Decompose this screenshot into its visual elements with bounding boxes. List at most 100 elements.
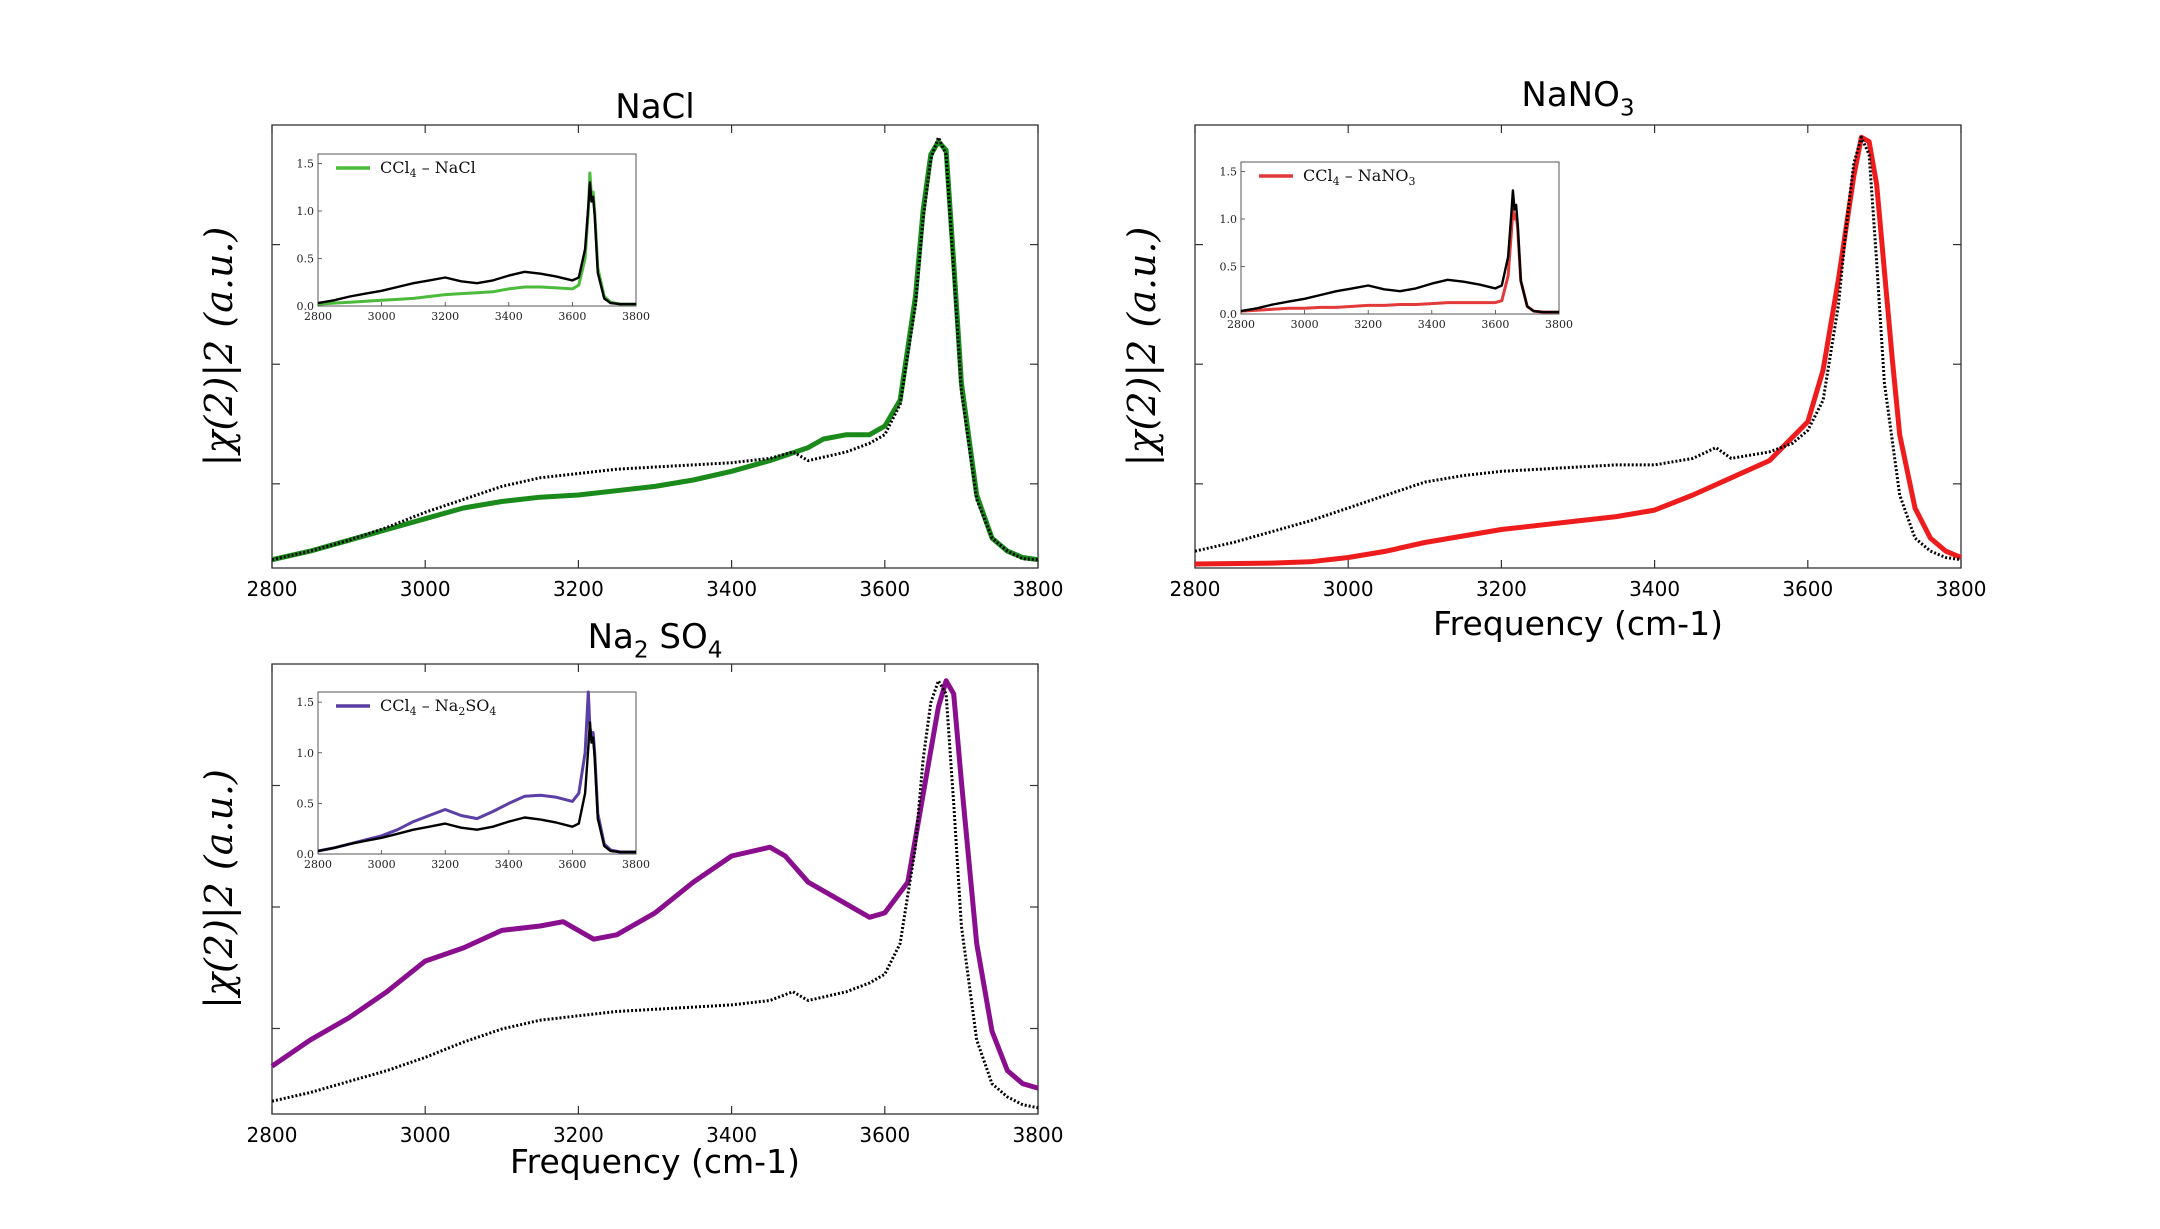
inset-x-tick-label: 3400 bbox=[495, 858, 523, 871]
inset-x-tick-label: 3200 bbox=[1354, 318, 1382, 331]
x-tick-label: 3200 bbox=[553, 577, 604, 601]
x-axis-label: Frequency (cm-1) bbox=[1433, 604, 1723, 643]
inset-y-tick-label: 1.5 bbox=[1220, 166, 1238, 179]
chart-title: NaCl bbox=[615, 87, 694, 127]
inset-x-tick-label: 3200 bbox=[431, 858, 459, 871]
inset-x-tick-label: 3800 bbox=[622, 310, 650, 323]
x-tick-label: 2800 bbox=[247, 1123, 298, 1147]
subscript: 4 bbox=[708, 638, 723, 664]
reference-series-line bbox=[271, 679, 1039, 1110]
x-axis-label: Frequency (cm-1) bbox=[510, 1142, 800, 1181]
text-part: NaNO bbox=[1521, 75, 1619, 115]
x-tick-label: 3000 bbox=[400, 577, 451, 601]
inset-frame bbox=[317, 153, 637, 307]
inset-x-tick-label: 2800 bbox=[304, 310, 332, 323]
x-tick-label: 3400 bbox=[1629, 577, 1680, 601]
inset-x-tick-label: 3000 bbox=[1291, 318, 1319, 331]
x-tick-label: 3200 bbox=[553, 1123, 604, 1147]
inset-y-tick-label: 0.0 bbox=[297, 848, 315, 861]
inset-x-tick-label: 3800 bbox=[1545, 318, 1573, 331]
text-part: – NaCl bbox=[417, 158, 476, 177]
inset-nano3: 2800 3000 3200 3400 3600 3800 0.0 0.5 1.0 1.5 CCl4… bbox=[1220, 148, 1573, 338]
x-tick-label: 3600 bbox=[1782, 577, 1833, 601]
subscript: 2 bbox=[634, 638, 649, 664]
chart-title: NaNO3 bbox=[1521, 75, 1634, 122]
subscript: 3 bbox=[1408, 175, 1415, 188]
inset-x-tick-label: 3400 bbox=[1418, 318, 1446, 331]
chart-title: Na2 SO4 bbox=[588, 617, 723, 664]
y-axis-label: |χ(2)|2 (a.u.) bbox=[1120, 227, 1164, 467]
y-axis-label: |χ(2)|2 (a.u.) bbox=[197, 769, 241, 1009]
text-part: CCl bbox=[380, 158, 410, 177]
inset-y-tick-label: 1.5 bbox=[297, 696, 315, 709]
inset-x-tick-label: 3000 bbox=[368, 858, 396, 871]
inset-y-tick-label: 1.0 bbox=[297, 747, 315, 760]
subscript: 4 bbox=[410, 705, 417, 718]
inset-y-tick-label: 1.0 bbox=[297, 205, 315, 218]
inset-reference-line bbox=[317, 181, 636, 306]
x-tick-label: 3600 bbox=[859, 577, 910, 601]
subscript: 4 bbox=[489, 705, 496, 718]
text-part: SO bbox=[465, 696, 489, 715]
text-part: CCl bbox=[380, 696, 410, 715]
inset-x-tick-label: 3600 bbox=[1481, 318, 1509, 331]
inset-x-tick-label: 3000 bbox=[368, 310, 396, 323]
inset-frame bbox=[1240, 161, 1560, 315]
text-part: CCl bbox=[1303, 166, 1333, 185]
inset-x-tick-label: 2800 bbox=[304, 858, 332, 871]
inset-y-tick-label: 0.0 bbox=[1220, 308, 1238, 321]
inset-x-tick-label: 3600 bbox=[558, 858, 586, 871]
inset-y-tick-label: 0.5 bbox=[297, 253, 315, 266]
text-part: NaCl bbox=[615, 87, 694, 127]
inset-x-tick-label: 3600 bbox=[558, 310, 586, 323]
inset-y-tick-label: 1.5 bbox=[297, 158, 315, 171]
reference-series-line bbox=[1194, 135, 1962, 562]
inset-y-tick-label: 0.0 bbox=[297, 300, 315, 313]
inset-reference-line bbox=[317, 721, 636, 854]
subscript: 4 bbox=[410, 167, 417, 180]
y-axis-label: |χ(2)|2 (a.u.) bbox=[197, 227, 241, 467]
subscript: 3 bbox=[1620, 96, 1635, 122]
sample-series-line bbox=[1194, 134, 1962, 567]
text-part: – Na bbox=[417, 696, 459, 715]
plot-frame bbox=[1194, 124, 1962, 569]
x-tick-label: 3200 bbox=[1476, 577, 1527, 601]
inset-reference-line bbox=[1240, 189, 1559, 314]
inset-y-tick-label: 0.5 bbox=[297, 797, 315, 810]
x-tick-label: 3800 bbox=[1936, 577, 1987, 601]
inset-legend-label: CCl4 – NaCl bbox=[380, 158, 476, 180]
inset-y-tick-label: 1.0 bbox=[1220, 213, 1238, 226]
plot-frame bbox=[271, 663, 1039, 1115]
text-part: Na bbox=[588, 617, 634, 657]
x-tick-label: 3800 bbox=[1013, 577, 1064, 601]
text-part: – NaNO bbox=[1340, 166, 1409, 185]
x-tick-label: 3400 bbox=[706, 577, 757, 601]
inset-legend-label: CCl4 – Na2SO4 bbox=[380, 696, 496, 718]
x-tick-label: 3000 bbox=[1323, 577, 1374, 601]
x-tick-label: 3400 bbox=[706, 1123, 757, 1147]
inset-legend-label: CCl4 – NaNO3 bbox=[1303, 166, 1415, 188]
x-tick-label: 3000 bbox=[400, 1123, 451, 1147]
x-tick-label: 3600 bbox=[859, 1123, 910, 1147]
x-tick-label: 2800 bbox=[247, 577, 298, 601]
inset-x-tick-label: 3800 bbox=[622, 858, 650, 871]
subscript: 2 bbox=[458, 705, 465, 718]
inset-x-tick-label: 2800 bbox=[1227, 318, 1255, 331]
chart-nacl: 2800 3000 3200 3400 3600 3800 NaCl |χ(2)|2 (a.u… bbox=[197, 87, 1063, 601]
sample-series-line bbox=[271, 139, 1039, 563]
inset-x-tick-label: 3400 bbox=[495, 310, 523, 323]
inset-frame bbox=[317, 691, 637, 855]
x-tick-label: 3800 bbox=[1013, 1123, 1064, 1147]
inset-y-tick-label: 0.5 bbox=[1220, 261, 1238, 274]
inset-nacl: 2800 3000 3200 3400 3600 3800 0.0 0.5 1.0 1.5 CCl4… bbox=[297, 140, 650, 330]
text-part: SO bbox=[649, 617, 708, 657]
subscript: 4 bbox=[1333, 175, 1340, 188]
x-tick-label: 2800 bbox=[1170, 577, 1221, 601]
inset-x-tick-label: 3200 bbox=[431, 310, 459, 323]
sample-series-line bbox=[270, 678, 1039, 1091]
plot-frame bbox=[271, 124, 1039, 569]
